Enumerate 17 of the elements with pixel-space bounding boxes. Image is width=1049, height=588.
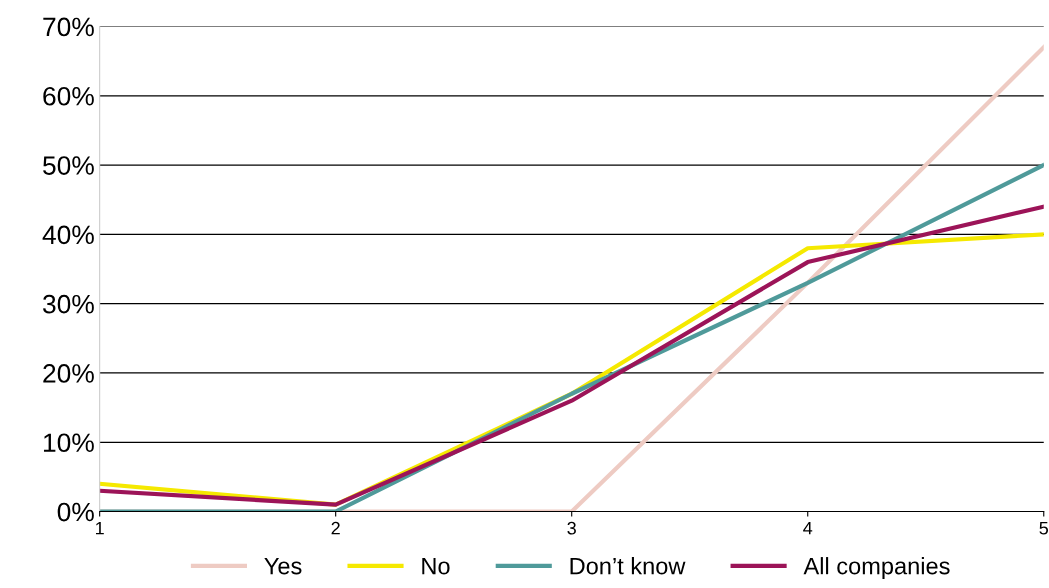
y-tick-label: 30%	[42, 294, 94, 314]
y-tick-label: 20%	[43, 364, 94, 383]
y-tick-label: 70%	[43, 17, 94, 37]
legend-label: All companies	[803, 557, 950, 580]
legend-label: Don’t know	[570, 557, 686, 575]
x-tick-label: 1	[96, 521, 104, 535]
x-tick-label: 5	[1039, 521, 1049, 535]
y-tick-label: 10%	[43, 433, 94, 453]
y-tick-label: 60%	[43, 86, 94, 106]
x-tick-label: 2	[331, 521, 340, 535]
y-tick-label: 50%	[43, 156, 94, 175]
x-tick-label: 4	[803, 521, 813, 535]
legend-label: No	[422, 557, 450, 575]
x-tick-label: 3	[567, 521, 576, 535]
legend-label: Yes	[264, 557, 302, 575]
y-tick-label: 40%	[42, 225, 94, 245]
y-tick-label: 0%	[57, 502, 94, 522]
